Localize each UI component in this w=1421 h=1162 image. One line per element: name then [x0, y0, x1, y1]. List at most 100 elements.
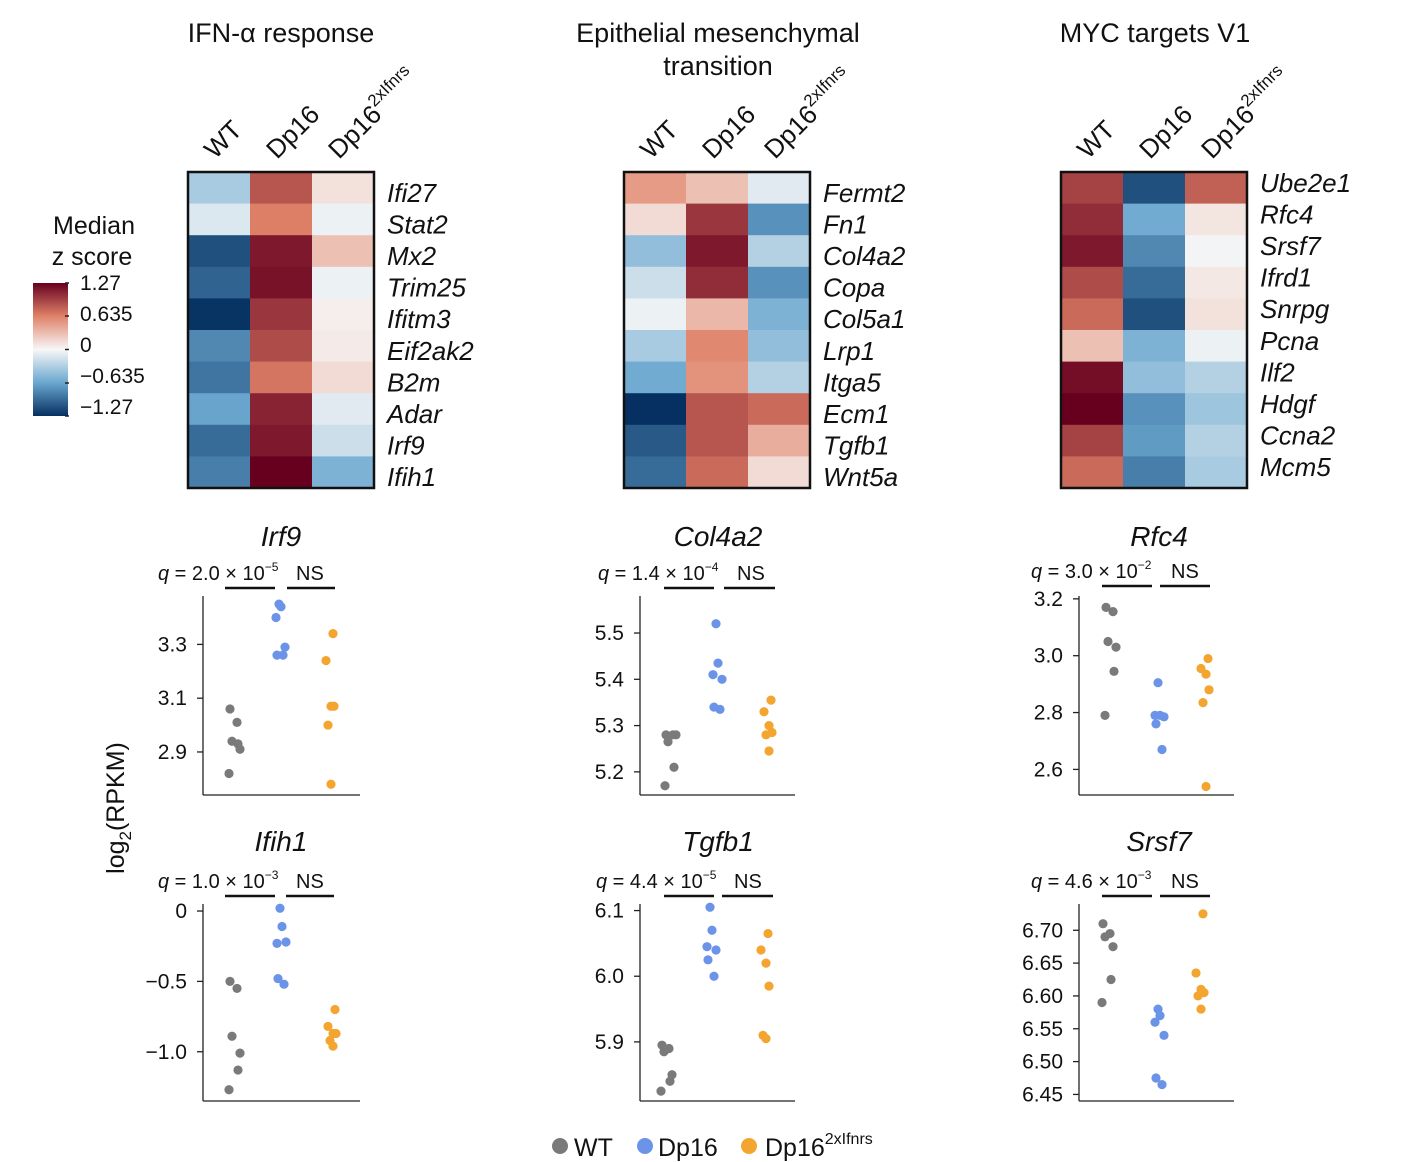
colorbar-tick: 0 — [80, 334, 92, 357]
heatmap-cell — [1123, 330, 1186, 363]
heatmap-title: IFN-α response — [188, 18, 375, 48]
data-point — [1157, 1079, 1167, 1090]
colorbar-legend: Median z score 1.27 0.635 0 −0.635 −1.27 — [33, 212, 145, 419]
legend-label-wt: WT — [574, 1134, 613, 1162]
heatmap-cell — [748, 298, 811, 331]
column-label: WT — [198, 114, 248, 164]
y-tick-label: 6.45 — [1022, 1083, 1063, 1106]
data-point — [280, 642, 290, 652]
heatmap-cell — [686, 266, 749, 299]
data-point — [715, 704, 725, 714]
y-tick-label: 2.8 — [1034, 702, 1063, 725]
heatmap-cell — [1061, 424, 1124, 457]
heatmap-cell — [748, 172, 811, 205]
gene-label: B2m — [387, 367, 440, 397]
heatmap-cell — [188, 266, 251, 299]
gene-label: Ilf2 — [1260, 357, 1295, 387]
data-point — [764, 746, 774, 756]
data-point — [271, 612, 281, 623]
heatmap-cell — [1061, 172, 1124, 205]
gene-label: Ifrd1 — [1260, 263, 1312, 293]
data-point — [279, 979, 289, 989]
data-point — [328, 629, 338, 639]
gene-label: Rfc4 — [1260, 199, 1313, 229]
data-point — [232, 717, 242, 727]
q-value: q = 3.0 × 10−2 — [1031, 558, 1152, 583]
heatmap-cell — [188, 235, 251, 268]
heatmap-cell — [1061, 266, 1124, 299]
gene-label: Adar — [385, 399, 443, 429]
heatmap-cell — [1061, 203, 1124, 236]
heatmap-cell — [686, 424, 749, 457]
data-point — [224, 768, 234, 779]
heatmap-cell — [686, 298, 749, 331]
data-point — [225, 704, 235, 714]
heatmap-cell — [312, 235, 375, 268]
data-point — [709, 971, 719, 981]
data-point — [224, 1085, 234, 1095]
data-point — [705, 902, 715, 912]
data-point — [717, 674, 727, 684]
gene-label: Ifitm3 — [387, 304, 451, 334]
colorbar-title-line2: z score — [52, 243, 133, 271]
heatmap-cell — [1185, 172, 1248, 205]
y-tick-label: 6.70 — [1022, 919, 1063, 942]
heatmap-cell — [312, 266, 375, 299]
y-tick-label: −0.5 — [146, 970, 187, 993]
heatmap-cell — [188, 393, 251, 426]
heatmap-cell — [624, 235, 687, 268]
gene-label: Stat2 — [387, 209, 448, 239]
ns-label: NS — [734, 871, 762, 893]
heatmap-cell — [188, 298, 251, 331]
heatmap-cell — [1185, 361, 1248, 394]
heatmap-cell — [748, 361, 811, 394]
heatmap-cell — [1061, 298, 1124, 331]
heatmap-cell — [686, 330, 749, 363]
data-point — [1201, 781, 1211, 792]
heatmap-cell — [1185, 424, 1248, 457]
panel-title: Col4a2 — [674, 521, 763, 552]
data-point — [665, 1076, 675, 1086]
heatmap-cell — [748, 235, 811, 268]
legend-label-dp16: Dp16 — [658, 1134, 718, 1162]
heatmap-border — [1059, 170, 1249, 490]
data-point — [225, 976, 235, 986]
heatmap-cell — [312, 172, 375, 205]
data-point — [1153, 678, 1163, 688]
heatmap-cell — [748, 330, 811, 363]
y-tick-label: 2.9 — [158, 741, 187, 764]
heatmap-cell — [1123, 393, 1186, 426]
heatmap-cell — [1061, 393, 1124, 426]
heatmap-cell — [1123, 266, 1186, 299]
heatmap-cell — [1061, 361, 1124, 394]
gene-label: Ecm1 — [823, 399, 889, 429]
heatmap-cell — [624, 456, 687, 489]
heatmap-cell — [312, 361, 375, 394]
q-value: q = 2.0 × 10−5 — [158, 560, 279, 585]
colorbar-title-line1: Median — [53, 212, 135, 240]
heatmap-cell — [1185, 456, 1248, 489]
data-point — [1151, 1073, 1161, 1083]
data-point — [323, 720, 333, 730]
heatmap-cell — [1123, 172, 1186, 205]
legend-swatch-wt — [552, 1138, 568, 1154]
y-tick-label: 6.55 — [1022, 1018, 1063, 1041]
data-point — [671, 730, 681, 740]
data-point — [1106, 974, 1116, 985]
gene-label: Ifi27 — [387, 178, 438, 208]
heatmap-cell — [1061, 456, 1124, 489]
colorbar-tick: −1.27 — [80, 396, 133, 419]
panel-title: Irf9 — [261, 521, 301, 552]
data-point — [761, 958, 771, 968]
heatmap-cell — [312, 298, 375, 331]
data-point — [756, 945, 766, 955]
gene-label: Copa — [823, 273, 885, 303]
data-point — [1204, 685, 1214, 695]
data-point — [759, 707, 769, 717]
q-value: q = 1.4 × 10−4 — [598, 560, 719, 585]
heatmap-cell — [1185, 298, 1248, 331]
data-point — [329, 701, 339, 711]
data-point — [278, 650, 288, 660]
ns-label: NS — [296, 563, 324, 585]
